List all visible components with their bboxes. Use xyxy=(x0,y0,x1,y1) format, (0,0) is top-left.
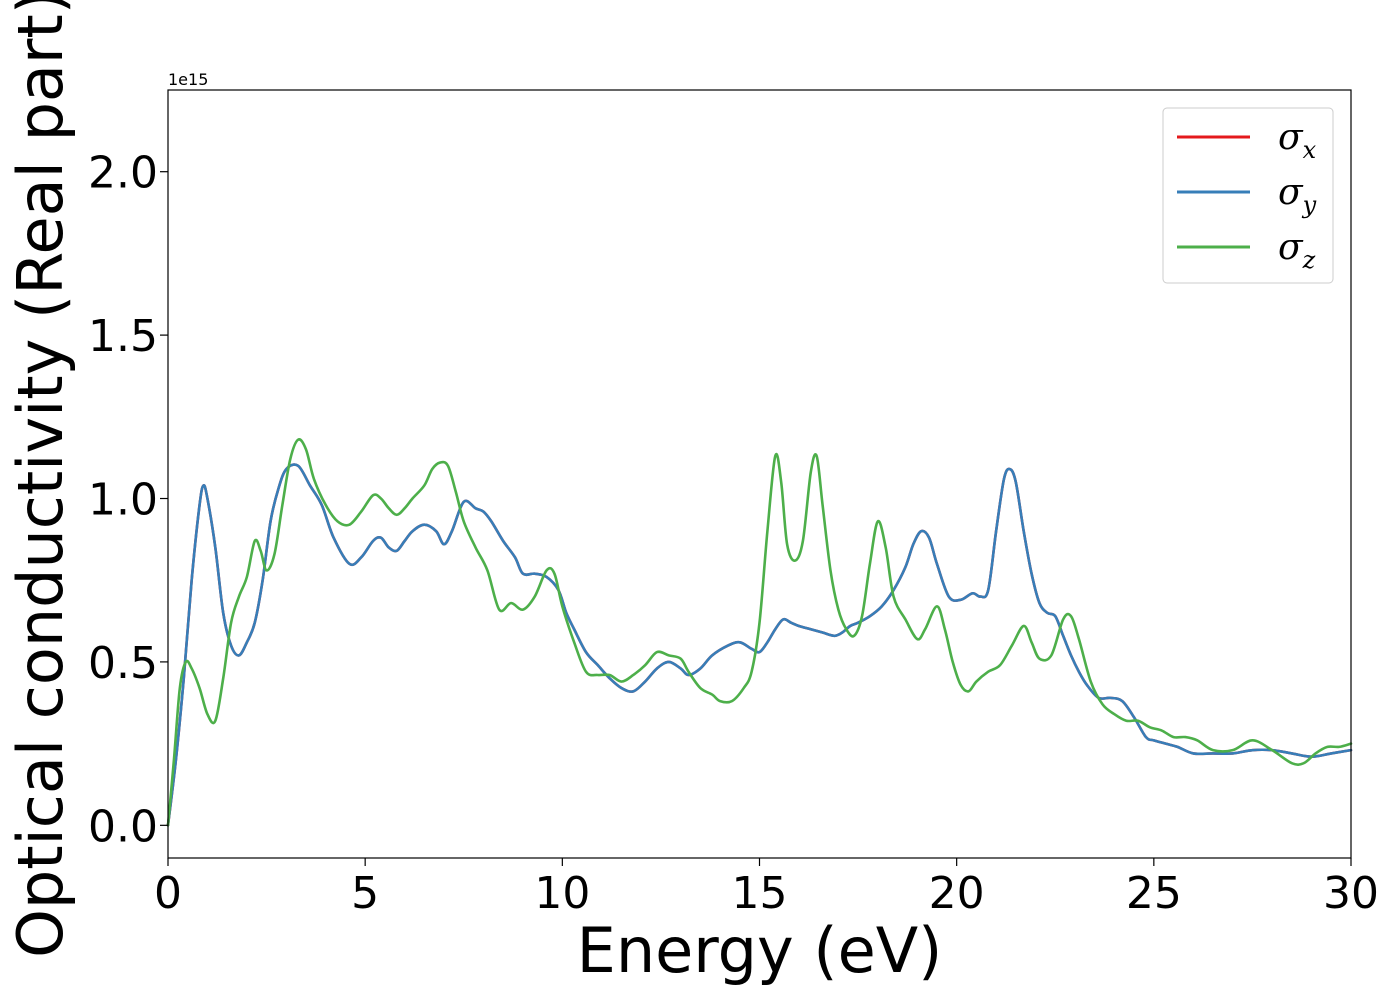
legend-frame xyxy=(1162,107,1334,284)
series-line-z xyxy=(166,438,1353,827)
x-tick-label: 30 xyxy=(1323,868,1379,919)
y-tick-label: 1.5 xyxy=(88,311,158,362)
plot-background xyxy=(168,90,1351,858)
x-tick-label: 0 xyxy=(154,868,182,919)
y-axis-ticks: 0.0 0.5 1.0 1.5 2.0 xyxy=(88,148,168,852)
series-line-y xyxy=(166,463,1353,827)
y-tick-label: 1.0 xyxy=(88,475,158,526)
x-tick-label: 5 xyxy=(351,868,379,919)
y-offset-label: 1e15 xyxy=(168,70,208,89)
x-axis-title: Energy (eV) xyxy=(577,914,943,987)
y-tick-label: 0.0 xyxy=(88,801,158,852)
y-axis-title: Optical conductivity (Real part) xyxy=(4,0,77,958)
x-tick-label: 10 xyxy=(534,868,590,919)
x-tick-label: 20 xyxy=(929,868,985,919)
x-tick-label: 15 xyxy=(732,868,788,919)
series-layer xyxy=(166,438,1353,827)
x-axis-ticks: 0 5 10 15 20 25 30 xyxy=(154,858,1379,919)
x-tick-label: 25 xyxy=(1126,868,1182,919)
y-tick-label: 0.5 xyxy=(88,638,158,689)
y-tick-label: 2.0 xyxy=(88,148,158,199)
